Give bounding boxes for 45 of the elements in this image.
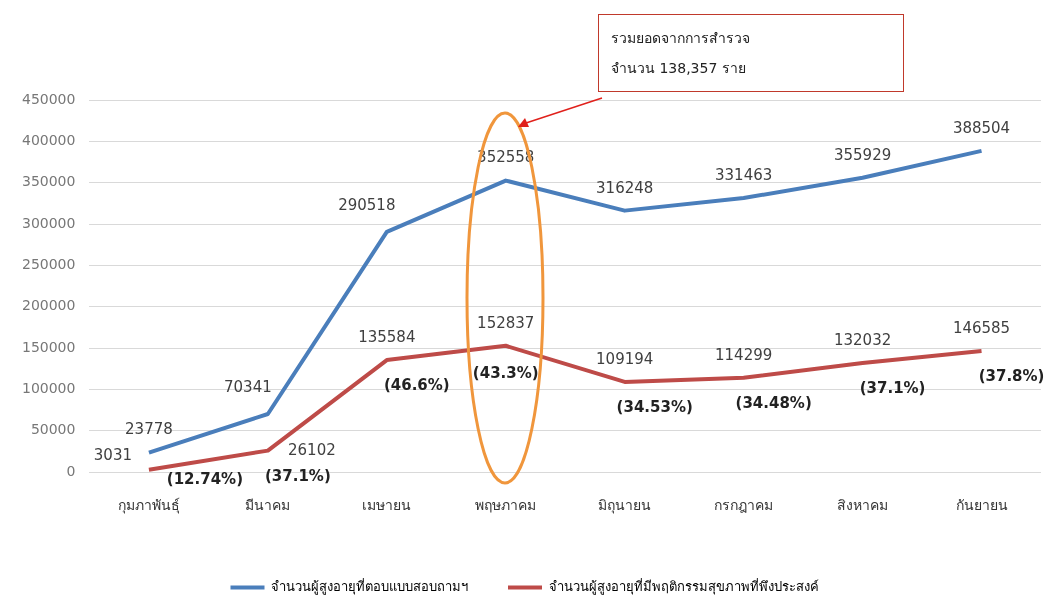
x-tick-label: กรกฎาคม xyxy=(714,497,774,514)
data-label: 146585 xyxy=(952,318,1011,337)
y-tick-label: 250000 xyxy=(21,256,76,273)
legend-label: จำนวนผู้สูงอายุที่ตอบแบบสอบถามฯ xyxy=(271,577,468,595)
x-tick-label: สิงหาคม xyxy=(837,497,889,514)
x-tick-label: พฤษภาคม xyxy=(475,497,537,514)
x-tick-label: เมษายน xyxy=(362,497,412,514)
data-label: 388504 xyxy=(952,118,1011,137)
legend-label: จำนวนผู้สูงอายุที่มีพฤติกรรมสุขภาพที่พึงประสงค์ xyxy=(548,577,819,595)
annotation: (34.48%) xyxy=(735,393,812,412)
annotation: (34.53%) xyxy=(616,397,693,416)
x-tick-label: มีนาคม xyxy=(245,497,291,514)
data-label: 3031 xyxy=(93,445,133,464)
text: จำนวน 138,357 ราย xyxy=(611,59,747,78)
text: รวมยอดจากการสำรวจ xyxy=(611,29,751,48)
y-tick-label: 50000 xyxy=(30,421,76,438)
y-tick-label: 350000 xyxy=(21,173,76,190)
y-tick-label: 200000 xyxy=(21,297,76,314)
x-tick-label: กันยายน xyxy=(955,497,1008,514)
y-tick-label: 300000 xyxy=(21,214,76,231)
y-tick-label: 400000 xyxy=(21,132,76,148)
annotation: (43.3%) xyxy=(472,363,539,382)
data-label: 26102 xyxy=(288,440,336,459)
annotation: (12.74%) xyxy=(166,469,244,488)
data-label: 152837 xyxy=(477,313,535,332)
data-label: 290518 xyxy=(338,195,396,214)
y-tick-label: 150000 xyxy=(21,338,76,355)
data-label: 331463 xyxy=(715,165,773,184)
data-label: 70341 xyxy=(224,377,272,396)
data-label: 316248 xyxy=(596,178,654,197)
y-tick-label: 100000 xyxy=(21,380,76,397)
annotation: (37.1%) xyxy=(859,378,926,397)
x-tick-label: มิถุนายน xyxy=(598,497,652,515)
data-label: 109194 xyxy=(596,349,654,368)
data-label: 132032 xyxy=(833,330,892,349)
annotation: (37.8%) xyxy=(978,366,1045,385)
data-label: 135584 xyxy=(358,327,416,346)
annotation: (46.6%) xyxy=(383,375,450,394)
data-label: 355929 xyxy=(833,145,892,164)
y-tick-label: 0 xyxy=(66,462,76,479)
y-tick-label: 450000 xyxy=(21,90,76,107)
annotation: (37.1%) xyxy=(264,466,331,485)
x-tick-label: กุมภาพันธุ์ xyxy=(117,497,180,515)
data-label: 23778 xyxy=(125,420,173,439)
data-label: 114299 xyxy=(715,345,773,364)
